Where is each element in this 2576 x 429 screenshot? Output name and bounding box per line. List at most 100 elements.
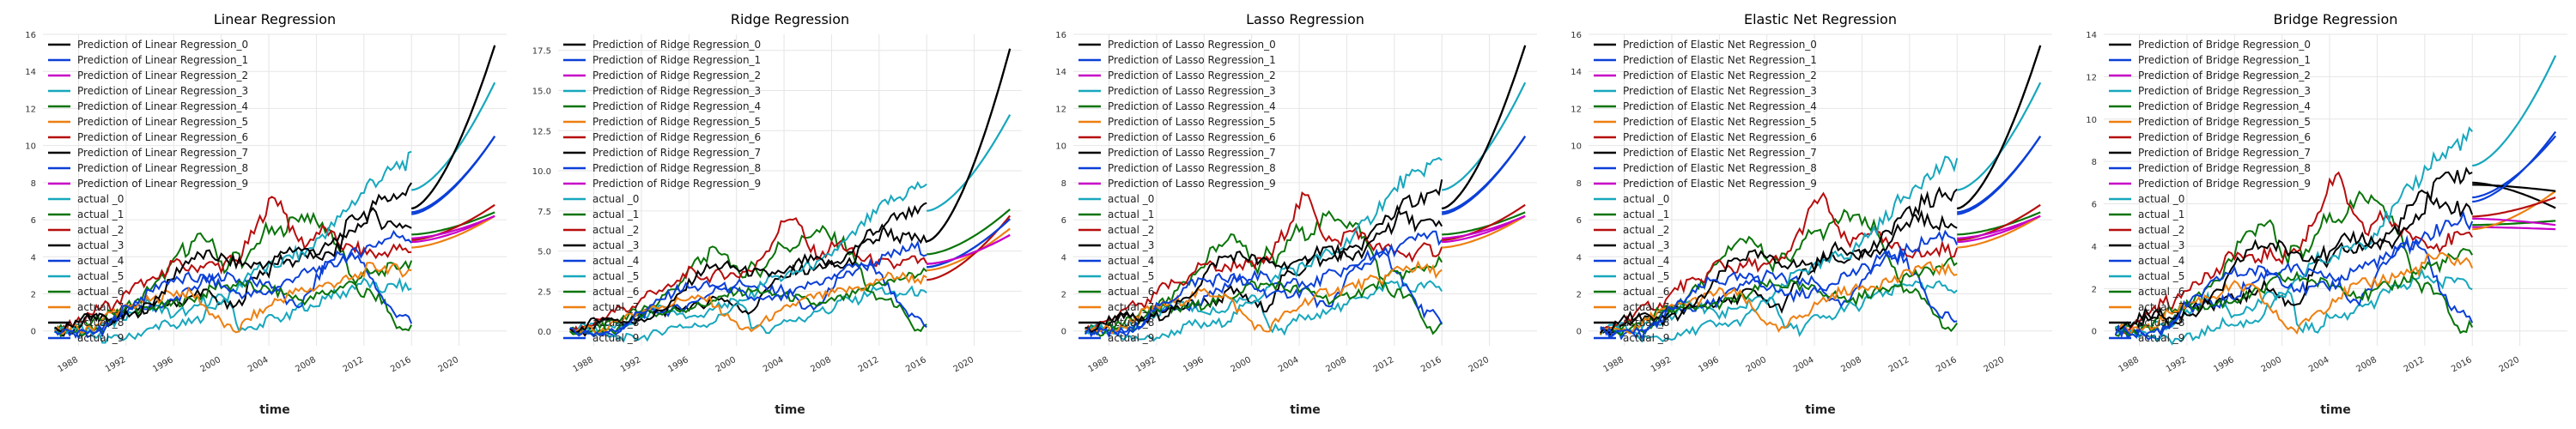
series-layer — [1599, 45, 2042, 343]
legend-label: Prediction of Ridge Regression_3 — [592, 85, 761, 97]
actual-series-line-0 — [53, 276, 412, 335]
y-tick-label: 6 — [1061, 216, 1066, 226]
legend-label: actual _8 — [77, 317, 124, 329]
chart-title-4: Bridge Regression — [2274, 11, 2398, 27]
legend-label: actual _9 — [2138, 332, 2184, 344]
legend-label: Prediction of Elastic Net Regression_1 — [1623, 54, 1817, 66]
legend-label: Prediction of Lasso Regression_6 — [1108, 131, 1276, 143]
legend-label: Prediction of Linear Regression_3 — [77, 85, 248, 97]
y-tick-label: 16 — [1055, 31, 1066, 40]
actual-series-line-4 — [53, 250, 413, 341]
legend-label: Prediction of Lasso Regression_5 — [1108, 116, 1276, 128]
legend-4: Prediction of Bridge Regression_0 Predict… — [2109, 39, 2311, 344]
legend-label: actual _8 — [592, 317, 639, 329]
x-axis-label-4: time — [2320, 403, 2351, 417]
legend-label: Prediction of Bridge Regression_9 — [2138, 178, 2311, 190]
legend-label: Prediction of Bridge Regression_7 — [2138, 147, 2311, 159]
legend-label: actual _7 — [77, 301, 124, 313]
prediction-line-5 — [2472, 190, 2556, 231]
legend-label: actual _8 — [1108, 317, 1154, 329]
legend-label: Prediction of Ridge Regression_1 — [592, 54, 761, 66]
legend-label: Prediction of Ridge Regression_0 — [592, 39, 761, 51]
legend-label: actual _3 — [1623, 239, 1669, 251]
legend-label: actual _0 — [592, 193, 639, 205]
legend-label: actual _8 — [1623, 317, 1669, 329]
y-tick-label: 0 — [1061, 328, 1066, 337]
legend-label: actual _5 — [1623, 270, 1669, 282]
actual-series-line-2 — [2115, 171, 2474, 335]
prediction-line-5 — [1442, 214, 1526, 249]
y-tick-label: 14 — [1571, 68, 1582, 77]
legend-label: Prediction of Lasso Regression_4 — [1108, 100, 1276, 112]
legend-label: Prediction of Linear Regression_4 — [77, 100, 248, 112]
y-tick-label: 2.5 — [538, 287, 551, 297]
legend-label: Prediction of Ridge Regression_5 — [592, 116, 761, 128]
y-tick-label: 14 — [1055, 68, 1066, 77]
legend-label: Prediction of Lasso Regression_3 — [1108, 85, 1276, 97]
prediction-line-9 — [411, 214, 495, 239]
actual-series-line-7 — [1084, 260, 1443, 335]
legend-label: actual _0 — [77, 193, 124, 205]
actual-series-line-6 — [1599, 256, 1958, 337]
actual-series-line-5 — [1084, 156, 1443, 342]
y-tick-label: 10 — [1055, 142, 1066, 152]
legend-0: Prediction of Linear Regression_0 Predict… — [48, 39, 248, 344]
prediction-line-7 — [2472, 184, 2556, 192]
legend-1: Prediction of Ridge Regression_0 Predicti… — [563, 39, 761, 344]
y-tick-label: 6 — [2092, 201, 2097, 210]
legend-label: Prediction of Bridge Regression_5 — [2138, 116, 2311, 128]
legend-label: actual _9 — [77, 332, 124, 344]
y-tick-label: 16 — [1571, 31, 1582, 40]
y-tick-label: 6 — [1577, 216, 1582, 226]
legend-label: actual _7 — [1108, 301, 1154, 313]
y-tick-label: 0 — [31, 328, 36, 337]
actual-series-line-9 — [569, 239, 927, 337]
actual-series-line-2 — [54, 196, 412, 332]
y-tick-label: 12 — [1055, 105, 1066, 114]
prediction-line-6 — [1957, 203, 2041, 241]
legend-label: actual _6 — [1108, 286, 1154, 298]
y-tick-label: 0.0 — [538, 328, 551, 337]
prediction-line-6 — [411, 203, 495, 241]
legend-label: actual _6 — [2138, 286, 2184, 298]
legend-label: actual _5 — [1108, 270, 1154, 282]
legend-label: actual _4 — [1108, 255, 1154, 267]
prediction-line-5 — [411, 214, 495, 249]
legend-label: Prediction of Lasso Regression_7 — [1108, 147, 1276, 159]
prediction-line-8 — [411, 136, 496, 214]
legend-label: Prediction of Elastic Net Regression_0 — [1623, 39, 1817, 51]
actual-series-line-7 — [2115, 251, 2474, 337]
actual-series-line-8 — [2115, 189, 2474, 332]
y-tick-label: 8 — [1577, 179, 1582, 189]
legend-label: actual _0 — [2138, 193, 2184, 205]
legend-2: Prediction of Lasso Regression_0 Predicti… — [1078, 39, 1276, 344]
actual-series-line-9 — [2114, 210, 2474, 339]
actual-series-line-7 — [53, 262, 412, 335]
prediction-line-5 — [1957, 214, 2041, 249]
prediction-line-8 — [927, 218, 1011, 269]
legend-label: actual _6 — [77, 286, 124, 298]
legend-label: actual _0 — [1623, 193, 1669, 205]
chart-title-3: Elastic Net Regression — [1744, 11, 1897, 27]
legend-label: actual _7 — [1623, 301, 1669, 313]
legend-label: actual _4 — [592, 255, 639, 267]
actual-series-line-1 — [1084, 209, 1443, 335]
legend-label: actual _6 — [592, 286, 639, 298]
y-tick-label: 2 — [1577, 291, 1582, 300]
legend-label: actual _8 — [2138, 317, 2184, 329]
y-tick-label: 12 — [2086, 73, 2097, 82]
actual-series-line-1 — [2115, 190, 2474, 335]
y-tick-label: 16 — [25, 31, 36, 40]
legend-label: actual _9 — [592, 332, 639, 344]
legend-label: Prediction of Bridge Regression_2 — [2138, 69, 2311, 82]
legend-label: actual _7 — [2138, 301, 2184, 313]
prediction-line-4 — [411, 211, 495, 236]
chart-title-2: Lasso Regression — [1246, 11, 1364, 27]
legend-label: actual _3 — [2138, 239, 2184, 251]
y-tick-label: 4 — [31, 253, 36, 263]
legend-label: actual _2 — [1108, 224, 1154, 236]
legend-label: Prediction of Lasso Regression_0 — [1108, 39, 1276, 51]
